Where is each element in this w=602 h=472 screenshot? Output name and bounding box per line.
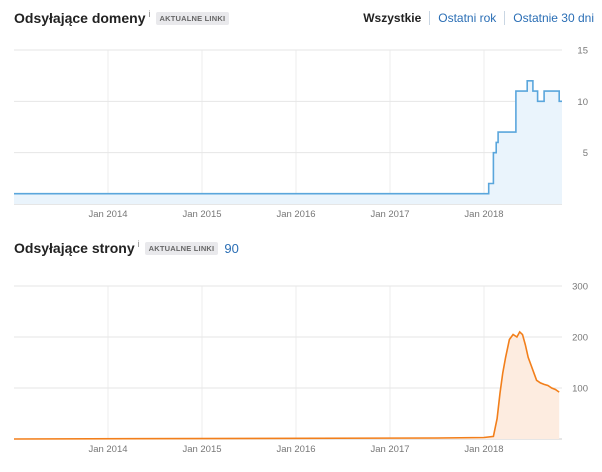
- referring-pages-count[interactable]: 90: [224, 240, 239, 256]
- referring-domains-title: Odsyłające domeny: [14, 10, 146, 26]
- tab-last-year[interactable]: Ostatni rok: [438, 11, 497, 25]
- tab-all[interactable]: Wszystkie: [363, 11, 422, 25]
- y-tick-label: 5: [583, 148, 588, 159]
- info-icon[interactable]: i: [137, 239, 140, 249]
- x-tick-label: Jan 2014: [88, 444, 127, 455]
- tab-separator: [429, 11, 431, 25]
- series-line: [13, 330, 560, 440]
- series-area: [14, 331, 560, 439]
- y-tick-label: 10: [577, 97, 588, 108]
- live-links-badge: AKTUALNE LINKI: [155, 11, 230, 25]
- referring-pages-title: Odsyłające strony: [14, 240, 135, 256]
- x-tick-label: Jan 2016: [276, 444, 315, 455]
- series-line: [14, 80, 562, 195]
- period-tabs: Wszystkie Ostatni rok Ostatnie 30 dni: [363, 11, 594, 25]
- x-tick-label: Jan 2015: [182, 444, 221, 455]
- y-tick-label: 15: [577, 46, 588, 57]
- x-tick-label: Jan 2014: [88, 209, 127, 220]
- x-tick-label: Jan 2018: [464, 209, 503, 220]
- referring-domains-chart: 5 10 15 Jan 2014 Jan 2015 Jan 2016 Jan 2017 Jan…: [14, 46, 588, 220]
- tab-separator: [504, 11, 506, 25]
- y-tick-label: 300: [572, 282, 588, 293]
- y-tick-label: 200: [572, 333, 588, 344]
- x-tick-label: Jan 2017: [370, 444, 409, 455]
- y-tick-label: 100: [572, 384, 588, 395]
- series-area: [14, 80, 562, 204]
- info-icon[interactable]: i: [148, 9, 151, 19]
- live-links-badge: AKTUALNE LINKI: [144, 241, 219, 255]
- x-tick-label: Jan 2016: [276, 209, 315, 220]
- tab-last-30-days[interactable]: Ostatnie 30 dni: [513, 11, 594, 25]
- referring-domains-header: Odsyłające domeny i AKTUALNE LINKI: [14, 9, 230, 26]
- referring-pages-header: Odsyłające strony i AKTUALNE LINKI 90: [14, 239, 239, 256]
- referring-pages-chart: 100 200 300 Jan 2014 Jan 2015 Jan 2016 Jan 201…: [13, 282, 588, 455]
- x-tick-label: Jan 2018: [464, 444, 503, 455]
- x-tick-label: Jan 2015: [182, 209, 221, 220]
- x-tick-label: Jan 2017: [370, 209, 409, 220]
